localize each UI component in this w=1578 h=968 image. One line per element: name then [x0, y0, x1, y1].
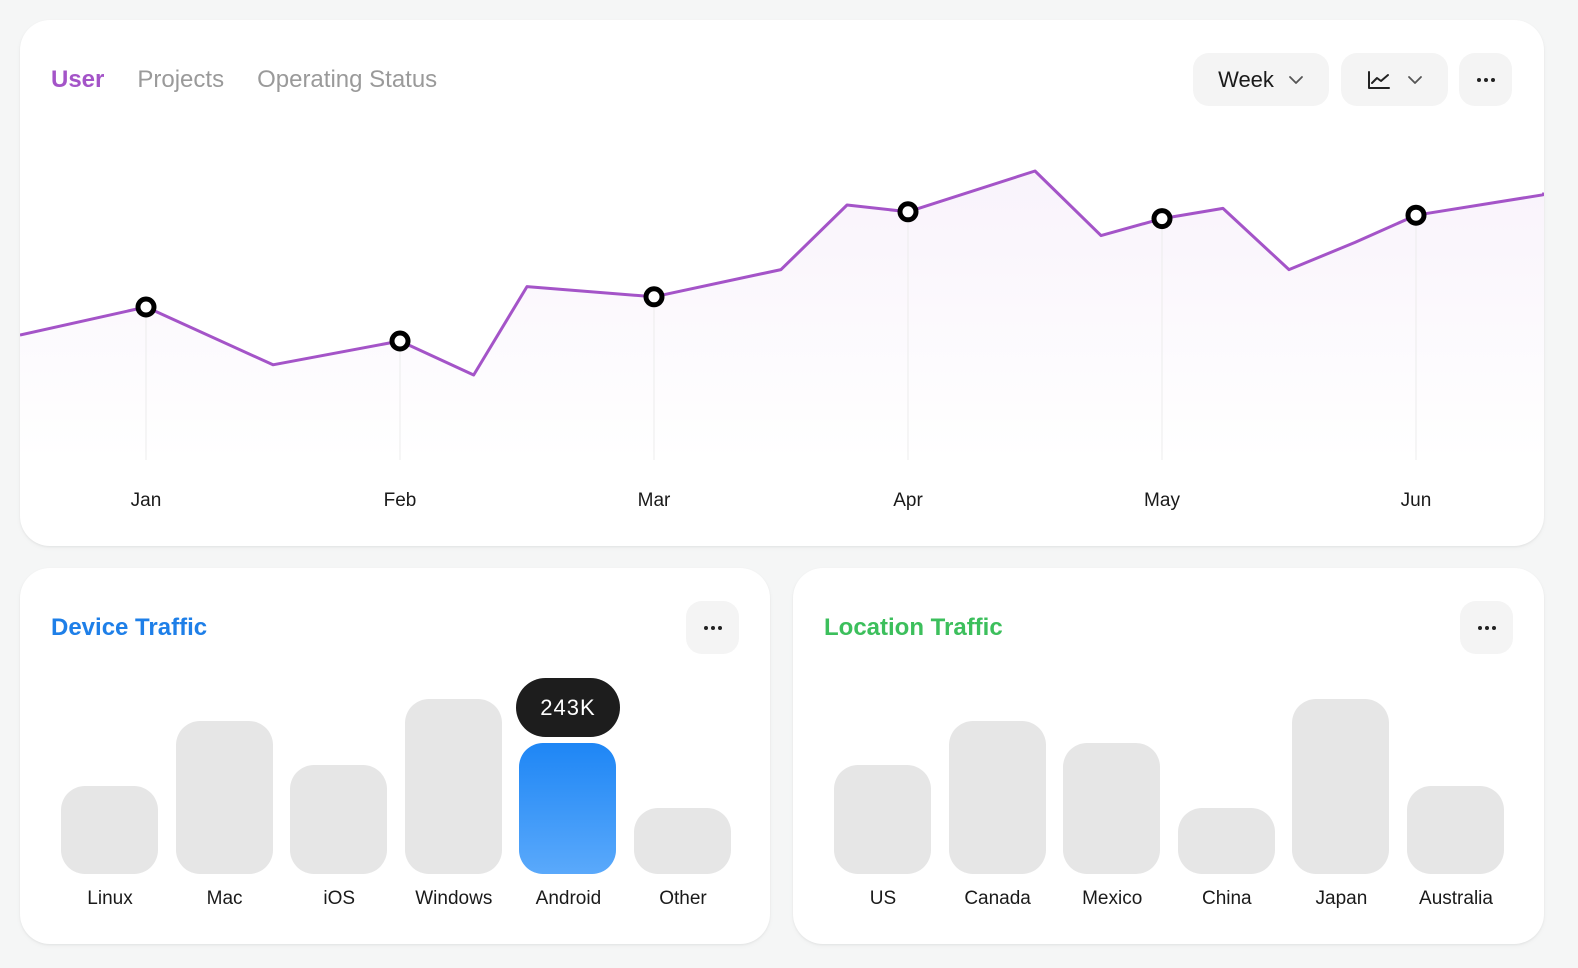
- bar-label-japan: Japan: [1315, 888, 1368, 909]
- bar-label-china: China: [1201, 888, 1252, 909]
- location-traffic-card: Location Traffic US Canada Mexico China Japa…: [793, 568, 1544, 944]
- bar-label-other: Other: [659, 888, 707, 909]
- location-bar-chart: US Canada Mexico China Japan Australia: [834, 568, 1504, 944]
- more-horizontal-icon: [703, 625, 722, 630]
- tab-bar: User Projects Operating Status: [51, 66, 437, 94]
- x-tick-label-jan: Jan: [130, 490, 162, 511]
- bar-china[interactable]: [1177, 808, 1275, 874]
- tab-user[interactable]: User: [51, 66, 105, 93]
- bar-column-ios: [290, 765, 388, 874]
- period-select-value: Week: [1218, 66, 1274, 92]
- location-more-button[interactable]: [1460, 601, 1513, 654]
- bar-label-mexico: Mexico: [1082, 888, 1143, 909]
- bar-label-canada: Canada: [964, 888, 1031, 909]
- bar-label-windows: Windows: [415, 888, 493, 909]
- chart-type-select[interactable]: [1341, 53, 1448, 106]
- bar-label-android: Android: [535, 888, 602, 909]
- x-tick-label-mar: Mar: [637, 490, 671, 511]
- bar-column-mexico: [1063, 743, 1161, 874]
- device-traffic-card: Device Traffic Linux Mac iOS Windows Android…: [20, 568, 770, 944]
- bar-column-android: [519, 743, 617, 874]
- bar-linux[interactable]: [61, 786, 158, 874]
- bar-other[interactable]: [634, 808, 731, 874]
- data-point-feb[interactable]: [389, 330, 411, 352]
- line-area-fill: [20, 171, 1544, 460]
- bar-column-japan: [1292, 699, 1390, 874]
- device-traffic-title: Device Traffic: [51, 614, 208, 641]
- user-chart-card: User Projects Operating Status Week Jan F…: [20, 20, 1544, 546]
- bar-canada[interactable]: [948, 721, 1046, 874]
- bar-column-canada: [948, 721, 1046, 874]
- data-point-apr[interactable]: [897, 201, 919, 223]
- line-chart-icon: [1367, 70, 1390, 89]
- bar-column-linux: [61, 786, 158, 874]
- device-more-button[interactable]: [686, 601, 739, 654]
- user-line-chart: [20, 169, 1544, 460]
- bar-label-australia: Australia: [1419, 888, 1493, 909]
- period-select[interactable]: Week: [1193, 53, 1329, 106]
- bar-australia[interactable]: [1407, 786, 1504, 874]
- bar-windows[interactable]: [404, 699, 502, 874]
- bar-android[interactable]: [519, 743, 617, 874]
- data-point-jan[interactable]: [135, 296, 157, 318]
- location-traffic-title: Location Traffic: [824, 614, 1003, 641]
- bar-mac[interactable]: [175, 721, 273, 874]
- x-tick-label-may: May: [1144, 490, 1180, 511]
- bar-column-china: [1177, 808, 1275, 874]
- x-tick-label-apr: Apr: [893, 490, 923, 511]
- bar-tooltip: 243K: [516, 678, 620, 737]
- chevron-down-icon: [1407, 75, 1422, 84]
- tab-projects[interactable]: Projects: [137, 66, 225, 93]
- device-bar-chart: Linux Mac iOS Windows Android Other: [61, 568, 731, 944]
- bar-us[interactable]: [834, 765, 931, 874]
- more-horizontal-icon: [1477, 625, 1496, 630]
- chevron-down-icon: [1289, 75, 1303, 84]
- bar-label-ios: iOS: [323, 888, 356, 909]
- bar-column-australia: [1407, 786, 1504, 874]
- user-more-button[interactable]: [1459, 53, 1512, 106]
- data-point-mar[interactable]: [643, 286, 665, 308]
- data-point-may[interactable]: [1151, 208, 1173, 230]
- bar-column-other: [634, 808, 731, 874]
- bar-column-windows: [404, 699, 502, 874]
- x-tick-label-jun: Jun: [1400, 490, 1432, 511]
- x-tick-label-feb: Feb: [383, 490, 417, 511]
- bar-ios[interactable]: [290, 765, 388, 874]
- tab-operating-status[interactable]: Operating Status: [257, 66, 438, 93]
- bar-column-us: [834, 765, 931, 874]
- bar-mexico[interactable]: [1063, 743, 1161, 874]
- bar-label-us: US: [869, 888, 897, 909]
- bar-japan[interactable]: [1292, 699, 1390, 874]
- bar-column-mac: [175, 721, 273, 874]
- bar-label-mac: Mac: [206, 888, 243, 909]
- more-horizontal-icon: [1476, 77, 1495, 82]
- data-point-jun[interactable]: [1405, 204, 1427, 226]
- bar-label-linux: Linux: [87, 888, 133, 909]
